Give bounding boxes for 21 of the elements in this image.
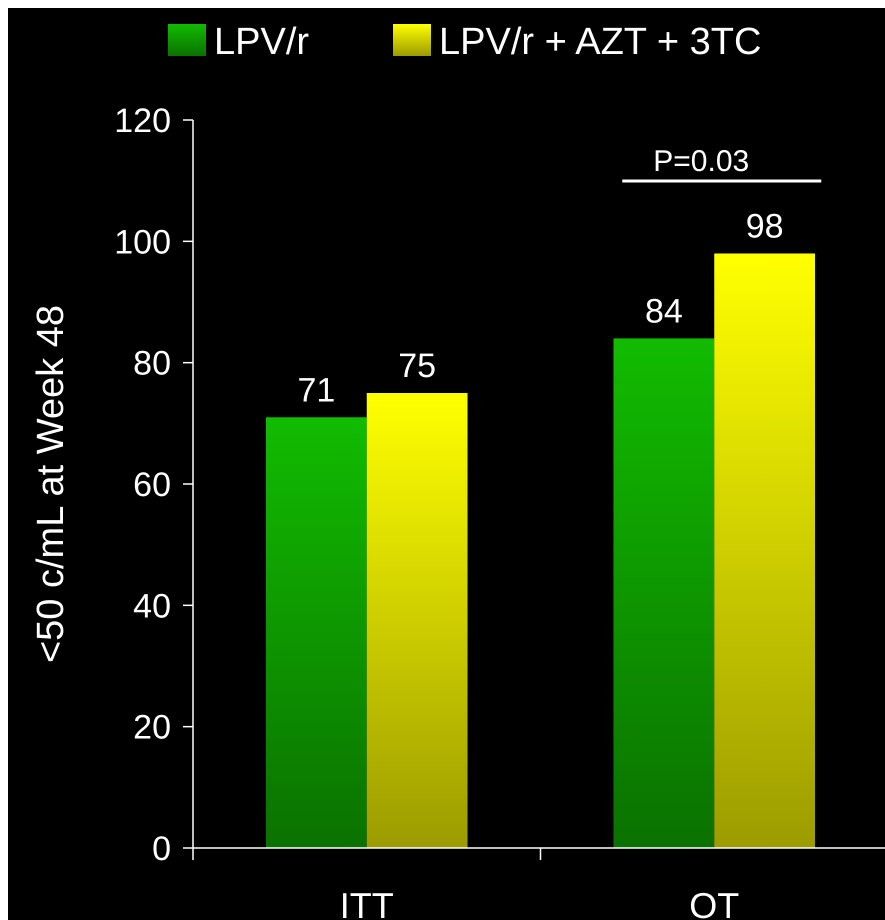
- data-label: 98: [746, 207, 784, 246]
- data-label: 75: [398, 347, 436, 385]
- legend-label: LPV/r: [214, 21, 310, 63]
- y-axis-title: <50 c/mL at Week 48: [30, 304, 72, 664]
- data-label: 71: [297, 371, 336, 410]
- bar: [366, 393, 468, 848]
- y-tick-label: 80: [133, 344, 171, 383]
- x-tick-label: OT: [689, 885, 740, 920]
- x-tick-label: ITT: [340, 885, 394, 920]
- y-tick-label: 100: [114, 223, 171, 262]
- bar: [613, 338, 714, 848]
- y-tick-label: 40: [133, 587, 171, 626]
- bar: [714, 253, 816, 848]
- y-tick-label: 20: [133, 708, 171, 747]
- y-tick-label: 120: [114, 102, 171, 140]
- y-tick-label: 0: [152, 830, 171, 868]
- legend-label: LPV/r + AZT + 3TC: [439, 21, 762, 63]
- annotation: P=0.03: [653, 145, 750, 178]
- y-tick-label: 60: [133, 466, 171, 504]
- data-label: 84: [644, 292, 683, 330]
- bar: [266, 417, 367, 848]
